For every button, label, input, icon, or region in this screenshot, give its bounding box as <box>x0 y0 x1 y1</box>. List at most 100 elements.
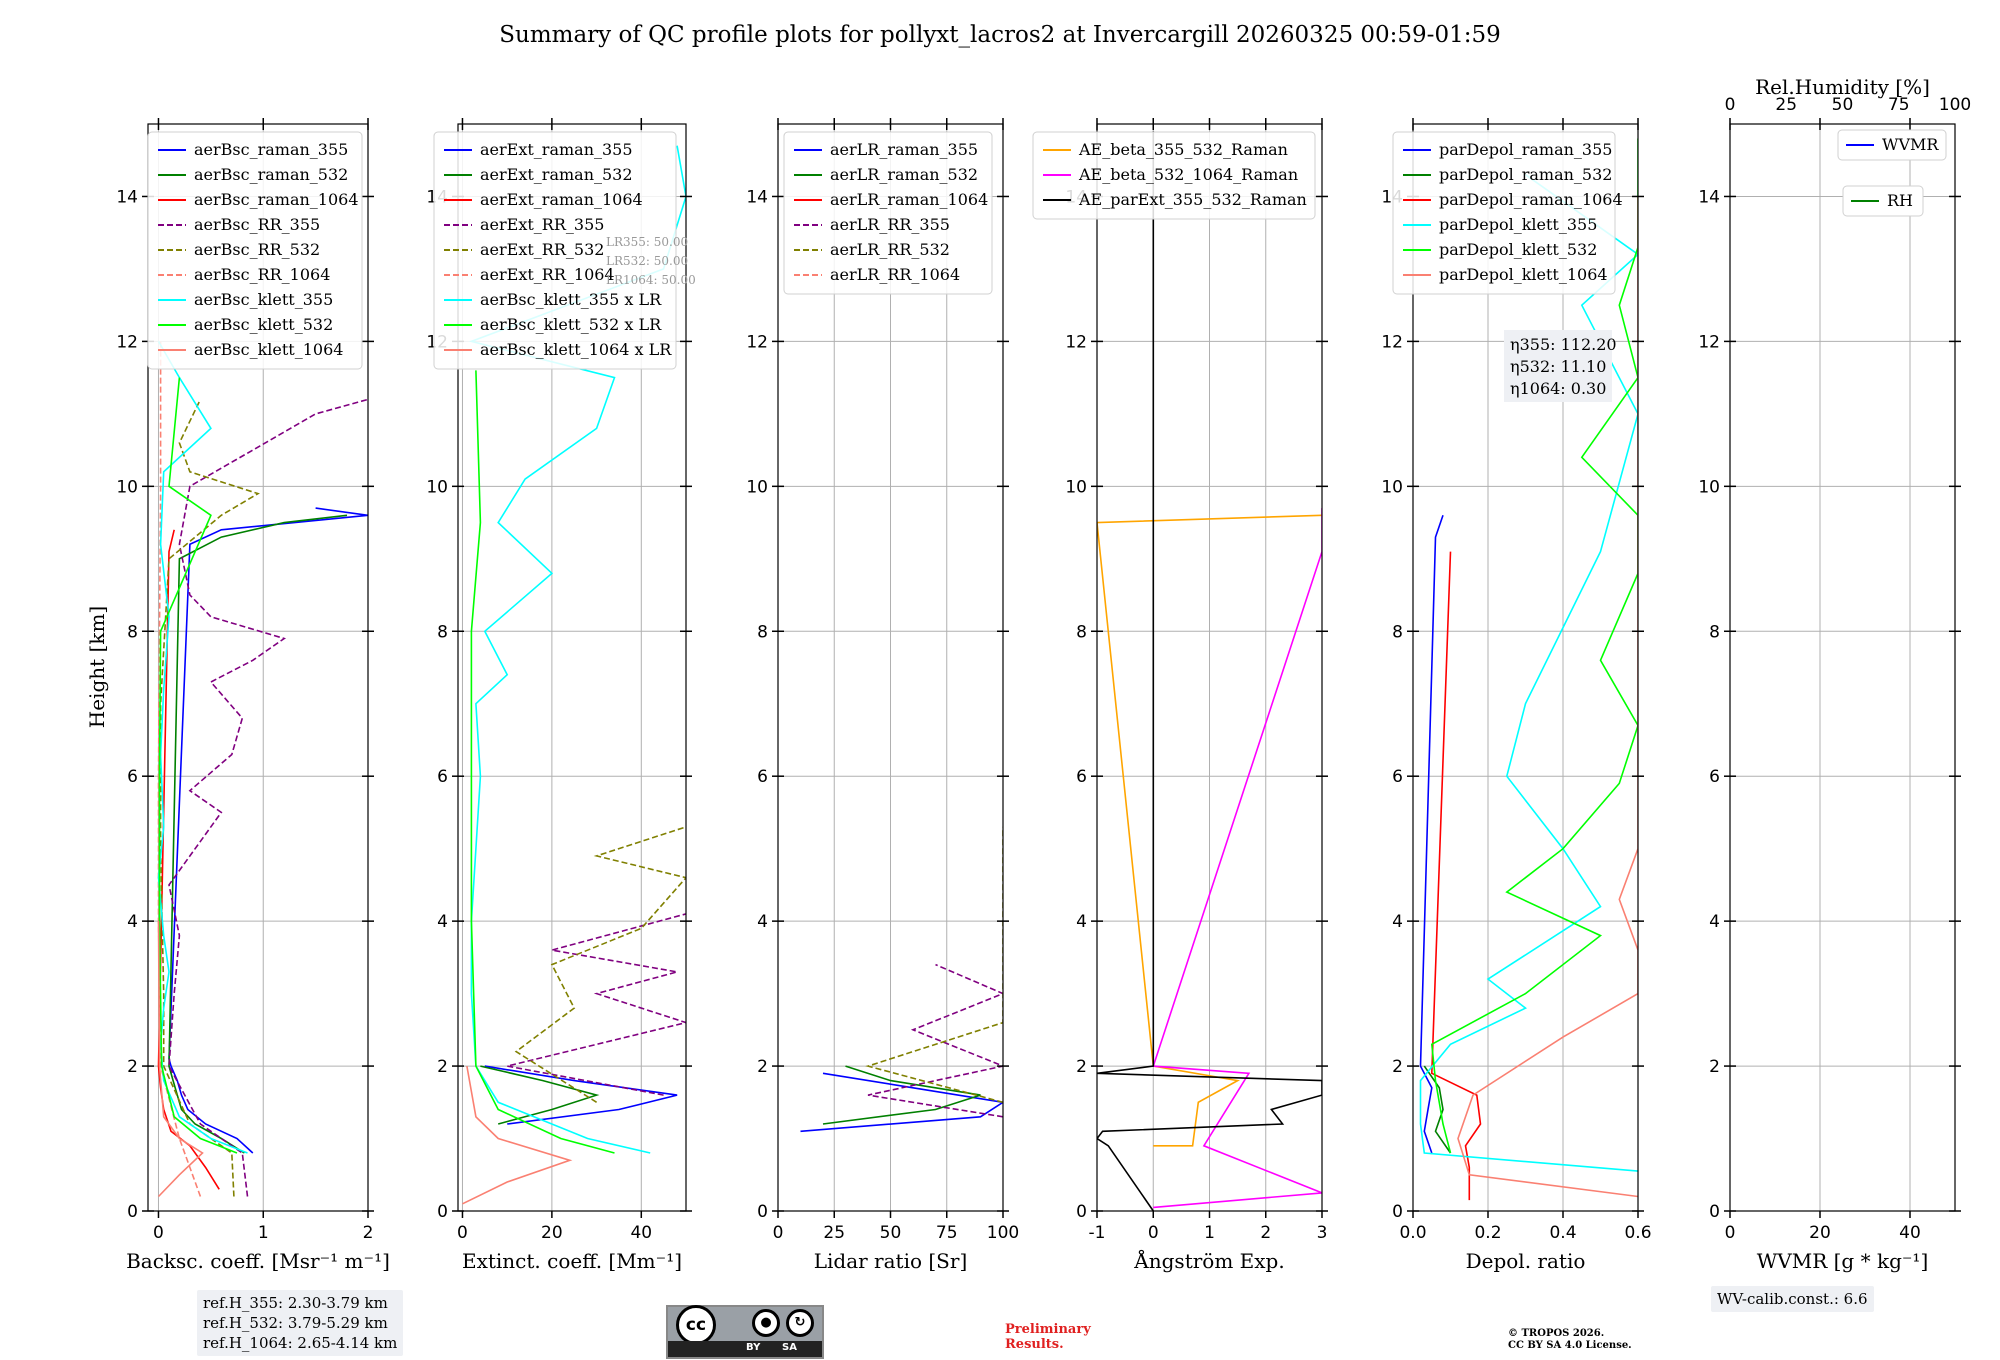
legend-label: aerBsc_raman_1064 <box>194 190 359 209</box>
ytick-label: 12 <box>1698 332 1720 352</box>
legend-label: AE_beta_355_532_Raman <box>1078 140 1288 159</box>
ytick-label: 4 <box>1709 912 1720 932</box>
xtick-label: 0 <box>1148 1223 1159 1243</box>
legend-label: AE_parExt_355_532_Raman <box>1078 190 1307 209</box>
wv-calib-box: WV-calib.const.: 6.6 <box>1711 1286 1874 1312</box>
legend-label: aerBsc_klett_355 x LR <box>480 290 662 309</box>
series-line-aerExt_raman_532 <box>480 1065 600 1125</box>
top-axis-label: Rel.Humidity [%] <box>1755 75 1930 99</box>
panel-ext: 0246810121402040Extinct. coeff. [Mm⁻¹]ae… <box>426 118 696 1273</box>
cc-sa-label: SA <box>782 1342 797 1353</box>
ytick-label: 0 <box>1076 1202 1087 1222</box>
xtick-label: 40 <box>1899 1223 1921 1243</box>
legend-label: aerLR_RR_532 <box>830 240 950 259</box>
legend-label: aerBsc_RR_532 <box>194 240 320 259</box>
xaxis-label: Depol. ratio <box>1466 1249 1586 1273</box>
legend-label: aerBsc_klett_355 <box>194 290 333 309</box>
legend-ext: aerExt_raman_355 aerExt_raman_532 aerExt_r… <box>433 131 677 370</box>
ytick-label: 8 <box>437 622 448 642</box>
eta-value: η355: 112.20 <box>1510 335 1617 354</box>
series-line-aerBsc_klett_532 <box>158 377 238 1154</box>
lidar-ratio-note: LR532: 50.00 <box>606 254 688 268</box>
legend-box <box>1842 185 1924 217</box>
legend-label: parDepol_raman_1064 <box>1439 190 1623 209</box>
xtick-label: 75 <box>936 1223 958 1243</box>
ytick-label: 2 <box>757 1057 768 1077</box>
series-line-aerBsc_klett_1064 <box>157 921 204 1198</box>
ytick-label: 14 <box>116 187 138 207</box>
series-line-AE_beta_532_1064_Raman <box>1152 508 1322 1209</box>
cc-license-badge: cc ● ↻ BY SA <box>666 1305 824 1359</box>
ytick-label: 10 <box>1065 477 1087 497</box>
legend-ae: AE_beta_355_532_Raman AE_beta_532_1064_Ra… <box>1032 131 1316 220</box>
ytick-label: 10 <box>1698 477 1720 497</box>
series-line-parDepol_raman_355 <box>1419 515 1444 1154</box>
series-line-aerBsc_RR_355 <box>168 398 368 1197</box>
xaxis-label: Backsc. coeff. [Msr⁻¹ m⁻¹] <box>126 1249 390 1273</box>
ytick-label: 8 <box>1392 622 1403 642</box>
legend-box <box>433 131 677 370</box>
ytick-label: 8 <box>1709 622 1720 642</box>
cc-by-label: BY <box>746 1342 761 1353</box>
legend-label: aerLR_RR_1064 <box>830 265 960 284</box>
axes-frame <box>147 123 369 1212</box>
ytick-label: 8 <box>127 622 138 642</box>
panel-wv: 0 2 4 6 8 10 12 14 0 20 40 WVMR [g * kg⁻¹] Rel.Humid… <box>1698 75 1971 1273</box>
legend-label: aerLR_RR_355 <box>830 215 950 234</box>
preliminary-line-2: Results. <box>1005 1337 1064 1352</box>
top-xtick-label: 75 <box>1888 95 1910 115</box>
ytick-label: 0 <box>1709 1202 1720 1222</box>
ref-height-box: ref.H_355: 2.30-3.79 km ref.H_532: 3.79-… <box>197 1290 404 1356</box>
series-line-AE_beta_355_532_Raman <box>1097 514 1322 1147</box>
legend-label: aerBsc_raman_355 <box>194 140 348 159</box>
wv-calib-text: WV-calib.const.: 6.6 <box>1717 1290 1868 1308</box>
ytick-label: 6 <box>1076 767 1087 787</box>
series-line-parDepol_raman_1064 <box>1430 551 1482 1201</box>
ytick-label: 2 <box>127 1057 138 1077</box>
top-xtick-label: 25 <box>1775 95 1797 115</box>
ref-height-532: ref.H_532: 3.79-5.29 km <box>203 1314 388 1332</box>
legend-box <box>1392 131 1616 295</box>
series-line-aerLR_RR_355 <box>867 963 1003 1118</box>
series-line-aerBsc_RR_1064 <box>157 341 202 1197</box>
xtick-label: 1 <box>1204 1223 1215 1243</box>
ytick-label: 6 <box>1392 767 1403 787</box>
xtick-label: 0.4 <box>1549 1223 1576 1243</box>
legend-label: aerExt_RR_355 <box>480 215 604 234</box>
series-line-parDepol_klett_355 <box>1419 174 1638 1172</box>
ytick-label: 10 <box>116 477 138 497</box>
ytick-label: 4 <box>757 912 768 932</box>
ytick-label: 4 <box>437 912 448 932</box>
ytick-label: 0 <box>437 1202 448 1222</box>
legend-box <box>783 131 993 295</box>
ytick-label: 8 <box>1076 622 1087 642</box>
ytick-label: 6 <box>1709 767 1720 787</box>
series-line-aerExt_raman_355 <box>484 1065 678 1125</box>
sa-share-icon: ↻ <box>786 1309 814 1337</box>
xtick-label: 0 <box>153 1223 164 1243</box>
legend-label: aerBsc_raman_532 <box>194 165 348 184</box>
legend-label: parDepol_klett_1064 <box>1439 265 1608 284</box>
legend-label: parDepol_klett_355 <box>1439 215 1597 234</box>
xaxis-label: WVMR [g * kg⁻¹] <box>1757 1249 1929 1273</box>
legend-label: parDepol_klett_532 <box>1439 240 1597 259</box>
ytick-label: 14 <box>1698 187 1720 207</box>
ytick-label: 10 <box>426 477 448 497</box>
legend-label: aerBsc_klett_532 x LR <box>480 315 662 334</box>
xtick-label: 25 <box>823 1223 845 1243</box>
ytick-label: 0 <box>127 1202 138 1222</box>
legend-depol: parDepol_raman_355 parDepol_raman_532 parD… <box>1392 131 1623 295</box>
xtick-label: 100 <box>987 1223 1019 1243</box>
xtick-label: 0 <box>773 1223 784 1243</box>
xtick-label: 0 <box>457 1223 468 1243</box>
eta-box <box>1504 330 1612 402</box>
series-line-parDepol_klett_1064 <box>1457 196 1638 1198</box>
xtick-label: 50 <box>880 1223 902 1243</box>
legend-bsc: aerBsc_raman_355 aerBsc_raman_532 aerBsc_r… <box>147 131 363 370</box>
ytick-label: 2 <box>1076 1057 1087 1077</box>
series-line-aerBsc_raman_532 <box>168 514 348 1154</box>
lidar-ratio-note: LR355: 50.00 <box>606 235 688 249</box>
xtick-label: 0.0 <box>1399 1223 1426 1243</box>
